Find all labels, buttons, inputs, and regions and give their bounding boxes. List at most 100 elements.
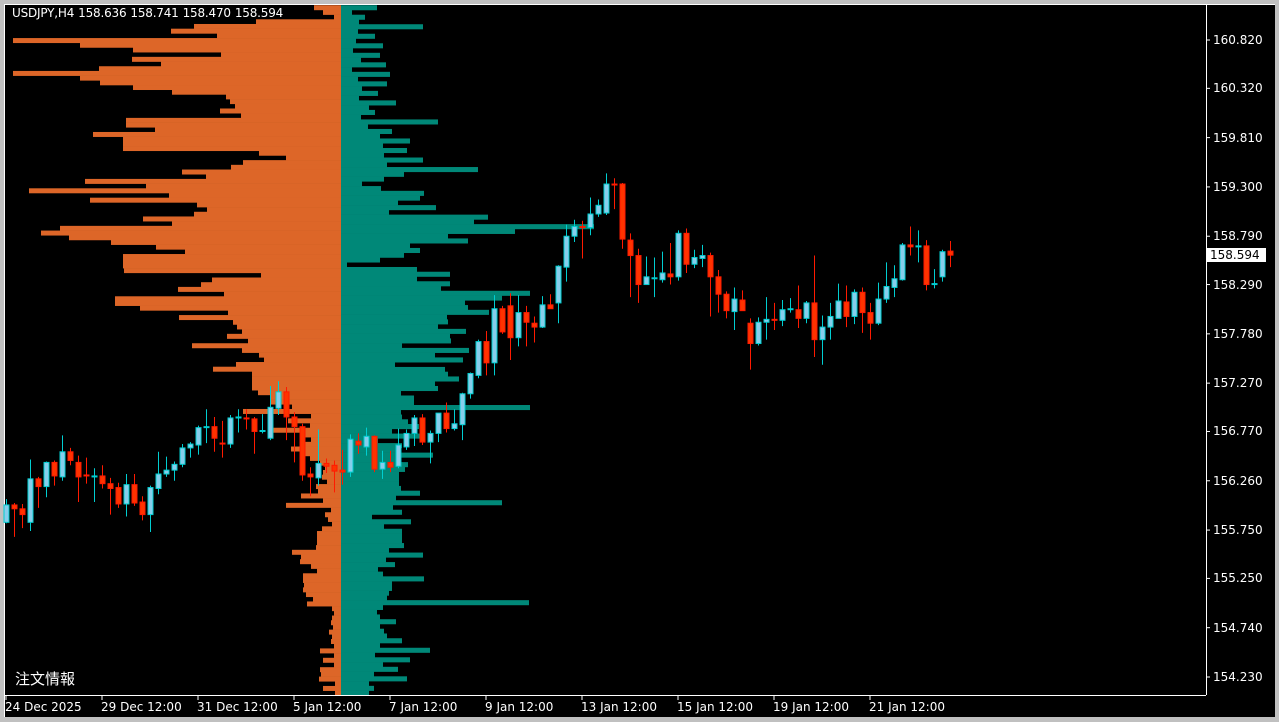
- buy-volume-bar: [341, 300, 465, 306]
- sell-volume-bar: [123, 136, 341, 142]
- sell-volume-bar: [256, 19, 341, 25]
- time-tick-label: 9 Jan 12:00: [485, 700, 554, 714]
- sell-volume-bar: [100, 80, 341, 86]
- buy-volume-bar: [341, 119, 438, 125]
- sell-volume-bar: [178, 286, 341, 292]
- buy-volume-bar: [341, 405, 530, 411]
- candle-body: [115, 487, 122, 505]
- buy-volume-bar: [341, 257, 380, 263]
- sell-volume-bar: [228, 310, 341, 316]
- sell-volume-bar: [323, 498, 341, 504]
- sell-volume-bar: [224, 291, 341, 297]
- sell-volume-bar: [286, 155, 341, 161]
- bull-candle: [467, 372, 474, 399]
- sell-volume-bar: [310, 455, 341, 461]
- candle-body: [419, 417, 426, 443]
- bear-candle: [75, 455, 82, 503]
- buy-volume-bar: [341, 414, 402, 420]
- sell-volume-bar: [270, 399, 341, 405]
- candle-body: [75, 461, 82, 478]
- buy-volume-bar: [341, 352, 435, 358]
- bull-candle: [571, 219, 578, 243]
- sell-volume-bar: [161, 61, 341, 67]
- sell-volume-bar: [334, 662, 341, 668]
- candle-body: [99, 475, 106, 485]
- bull-candle: [155, 451, 162, 495]
- buy-volume-bar: [341, 157, 423, 163]
- buy-volume-bar: [341, 347, 469, 353]
- bear-candle: [859, 287, 866, 333]
- low-value: 158.470: [182, 6, 231, 20]
- sell-volume-bar: [331, 620, 341, 626]
- candle-body: [739, 299, 746, 312]
- bear-candle: [531, 316, 538, 343]
- sell-volume-bar: [323, 685, 341, 691]
- bear-candle: [507, 293, 514, 360]
- sell-volume-bar: [335, 681, 341, 687]
- bull-candle: [379, 450, 386, 479]
- sell-volume-bar: [172, 221, 341, 227]
- bull-candle: [147, 485, 154, 532]
- buy-volume-bar: [341, 500, 502, 506]
- buy-volume-bar: [341, 562, 395, 568]
- bear-candle: [843, 285, 850, 328]
- buy-volume-bar: [341, 186, 381, 192]
- sell-volume-bar: [304, 582, 341, 588]
- candle-body: [723, 293, 730, 312]
- candle-body: [907, 244, 914, 248]
- buy-volume-bar: [341, 195, 420, 201]
- price-tick-label: 154.230: [1213, 669, 1263, 684]
- sell-volume-bar: [332, 521, 341, 527]
- buy-volume-bar: [341, 147, 407, 154]
- sell-volume-bar: [123, 254, 341, 260]
- buy-volume-bar: [341, 371, 448, 377]
- buy-volume-bar: [341, 143, 383, 149]
- sell-volume-bar: [143, 216, 341, 222]
- buy-volume-bar: [341, 585, 392, 591]
- bull-candle: [675, 230, 682, 281]
- bull-candle: [883, 262, 890, 303]
- candle-body: [547, 304, 554, 310]
- sell-volume-bar: [207, 207, 341, 213]
- buy-volume-bar: [341, 690, 369, 696]
- candle-body: [91, 475, 98, 478]
- sell-volume-bar: [261, 272, 341, 278]
- bull-candle: [315, 429, 322, 486]
- sell-volume-bar: [331, 507, 341, 513]
- buy-volume-bar: [341, 609, 377, 615]
- sell-volume-bar: [334, 653, 341, 659]
- buy-volume-bar: [341, 376, 459, 382]
- buy-volume-bar: [341, 305, 468, 311]
- sell-volume-bar: [303, 577, 341, 583]
- price-tick-label: 159.810: [1213, 130, 1263, 145]
- buy-volume-bar: [341, 671, 374, 677]
- candle-body: [235, 416, 242, 419]
- candle-body: [435, 412, 442, 434]
- bear-candle: [483, 330, 490, 376]
- candle-body: [563, 235, 570, 268]
- sell-volume-bar: [242, 329, 341, 335]
- buy-volume-bar: [341, 543, 404, 549]
- bear-candle: [355, 433, 362, 454]
- buy-volume-bar: [341, 366, 445, 372]
- order-info-label[interactable]: 注文情報: [15, 670, 76, 688]
- candle-body: [83, 474, 90, 477]
- buy-volume-bar: [341, 581, 392, 587]
- sell-volume-bar: [197, 202, 341, 208]
- candle-body: [475, 341, 482, 376]
- candle-body: [707, 255, 714, 278]
- price-tick-label: 155.750: [1213, 523, 1263, 538]
- bear-candle: [867, 302, 874, 340]
- candle-body: [587, 213, 594, 229]
- buy-volume-bar: [341, 600, 529, 606]
- sell-volume-bar: [320, 667, 341, 673]
- sell-volume-bar: [133, 47, 341, 53]
- sell-volume-bar: [310, 423, 341, 429]
- buy-volume-bar: [341, 319, 448, 325]
- bear-candle: [243, 409, 250, 430]
- bear-candle: [371, 435, 378, 473]
- buy-volume-bar: [341, 676, 407, 682]
- candle-body: [379, 461, 386, 470]
- buy-volume-bar: [341, 281, 450, 287]
